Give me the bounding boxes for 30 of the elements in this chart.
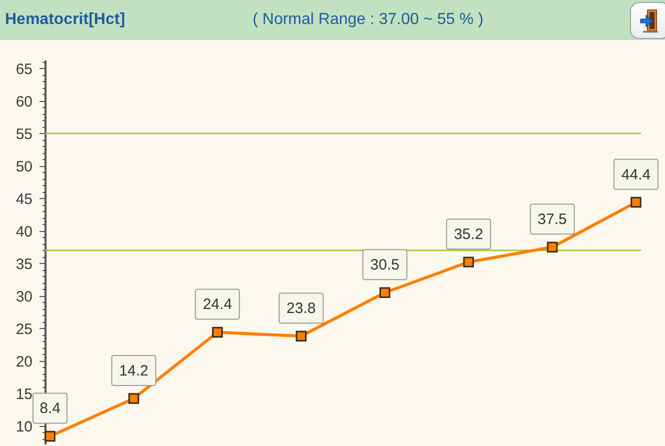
y-tick-label: 35 (16, 256, 32, 273)
y-tick-label: 10 (16, 418, 32, 436)
point (379, 287, 390, 298)
point (128, 393, 140, 404)
data-label: 14.2 (119, 362, 148, 380)
point (212, 326, 223, 338)
y-tick-label: 40 (16, 223, 32, 240)
data-label: 24.4 (202, 296, 232, 314)
data-label: 23.8 (286, 300, 316, 318)
y-tick-label: 50 (16, 158, 32, 176)
data-label: 44.4 (621, 166, 651, 184)
y-tick-label: 25 (16, 320, 32, 338)
y-tick-label: 20 (16, 353, 32, 370)
point (296, 330, 307, 342)
point (546, 242, 558, 252)
data-label: 37.5 (538, 211, 567, 228)
chart-title: Hematocrit[Hct] (5, 11, 126, 29)
y-tick-label: 30 (16, 288, 32, 306)
data-label: 8.4 (40, 400, 60, 418)
data-label: 35.2 (454, 226, 484, 244)
y-tick-label: 45 (16, 190, 32, 208)
y-tick-label: 55 (16, 126, 32, 143)
point (463, 256, 474, 268)
y-tick-label: 15 (16, 386, 32, 403)
point (630, 196, 642, 208)
point (44, 430, 56, 442)
data-label: 30.5 (370, 256, 400, 274)
y-tick-label: 60 (16, 93, 32, 110)
chart-subtitle: ( Normal Range : 37.00 ~ 55 % ) (252, 11, 484, 29)
y-tick-label: 65 (16, 60, 32, 78)
